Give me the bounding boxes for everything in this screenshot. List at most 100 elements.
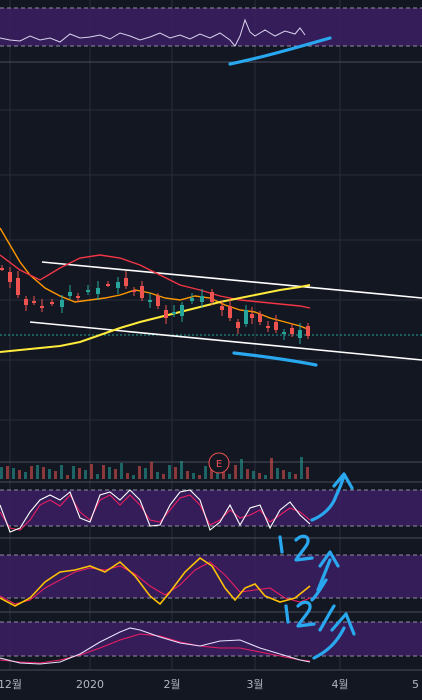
candle-body xyxy=(164,310,168,318)
stochastic-main-line xyxy=(0,489,311,533)
volume-bar xyxy=(54,471,57,479)
volume-bar xyxy=(144,468,147,479)
candle-body xyxy=(60,300,64,307)
candle-body xyxy=(0,268,4,270)
x-tick-label: 4월 xyxy=(331,678,348,691)
volume-bar xyxy=(306,467,309,479)
volume-bar xyxy=(288,472,291,479)
candle-body xyxy=(8,272,12,282)
candle-body xyxy=(298,330,302,338)
candle-body xyxy=(266,326,270,328)
volume-bar xyxy=(240,459,243,479)
candle-body xyxy=(156,296,160,306)
candle-body xyxy=(258,314,262,322)
x-tick-label: 2월 xyxy=(163,678,180,691)
bottom-oscillator-line xyxy=(0,627,311,665)
candle-body xyxy=(116,282,120,288)
macd-main-line xyxy=(0,556,311,607)
volume-bar xyxy=(294,474,297,479)
volume-bar xyxy=(282,470,285,479)
candle-body xyxy=(244,310,248,324)
volume-bar xyxy=(276,468,279,479)
candle-body xyxy=(274,322,278,330)
candle-body xyxy=(148,300,152,302)
price-panel xyxy=(0,227,422,367)
candle-body xyxy=(306,326,310,336)
top-oscillator-panel xyxy=(0,7,422,63)
ma-mid-line xyxy=(0,254,311,309)
volume-bar xyxy=(102,465,105,479)
candle-body xyxy=(106,284,110,286)
volume-bar xyxy=(138,466,141,479)
candle-body xyxy=(290,328,294,334)
candle-body xyxy=(50,302,54,304)
volume-bar xyxy=(168,465,171,479)
volume-bar xyxy=(270,458,273,479)
volume-bar xyxy=(300,457,303,479)
volume-bar xyxy=(156,472,159,479)
candle-body xyxy=(210,292,214,302)
volume-bar xyxy=(186,471,189,479)
volume-bar xyxy=(12,468,15,479)
hand-digit-1 xyxy=(284,604,290,624)
volume-bar xyxy=(108,467,111,479)
volume-bar xyxy=(90,464,93,479)
candle-body xyxy=(16,278,20,295)
candle-body xyxy=(40,306,44,308)
volume-bar xyxy=(204,466,207,479)
volume-panel: E xyxy=(0,452,422,479)
x-tick-label: 12월 xyxy=(0,678,22,691)
x-tick-label: 5 xyxy=(412,678,419,691)
volume-bar xyxy=(192,473,195,479)
stochastic-panel xyxy=(0,481,422,539)
candle-body xyxy=(124,278,128,286)
candle-body xyxy=(86,290,90,292)
volume-bar xyxy=(114,469,117,479)
volume-bar xyxy=(60,465,63,479)
volume-bar xyxy=(96,474,99,479)
volume-bar xyxy=(78,468,81,479)
candle-body xyxy=(220,306,224,310)
candle-body xyxy=(180,305,184,316)
volume-bar xyxy=(48,469,51,479)
candle-body xyxy=(32,301,36,303)
volume-bar xyxy=(36,465,39,479)
macd-panel xyxy=(0,554,422,613)
candle-body xyxy=(200,296,204,302)
candle-body xyxy=(250,314,254,318)
candle-body xyxy=(172,312,176,314)
volume-bar xyxy=(24,472,27,479)
hand-digit-2 xyxy=(294,534,314,562)
candle-body xyxy=(228,306,232,318)
candle-body xyxy=(68,292,72,296)
hand-annotations xyxy=(228,36,356,660)
hand-digit-2 xyxy=(296,600,316,628)
candlesticks xyxy=(0,265,310,344)
volume-bar xyxy=(132,475,135,479)
volume-bar xyxy=(0,467,3,479)
volume-bar xyxy=(30,466,33,479)
stochastic-signal-line xyxy=(0,494,311,531)
volume-bar xyxy=(162,474,165,479)
volume-bar xyxy=(252,471,255,479)
volume-bar xyxy=(222,472,225,479)
volume-bar xyxy=(180,461,183,479)
candle-body xyxy=(190,298,194,301)
volume-bar xyxy=(6,466,9,479)
volume-bar xyxy=(264,475,267,479)
hand-digit-1 xyxy=(278,535,284,554)
volume-bar xyxy=(42,467,45,479)
bottom-oscillator-signal xyxy=(0,633,311,664)
volume-bar xyxy=(120,463,123,479)
candle-body xyxy=(132,290,136,292)
candle-body xyxy=(236,322,240,328)
earnings-marker-label: E xyxy=(216,459,222,470)
hand-underline-price xyxy=(232,351,318,367)
volume-bar xyxy=(234,465,237,479)
hand-arrow-3 xyxy=(310,578,328,602)
candle-body xyxy=(24,299,28,305)
candle-body xyxy=(140,286,144,298)
time-axis: 12월 2020 2월 3월 4월 5 xyxy=(0,669,422,691)
volume-bar xyxy=(174,467,177,479)
